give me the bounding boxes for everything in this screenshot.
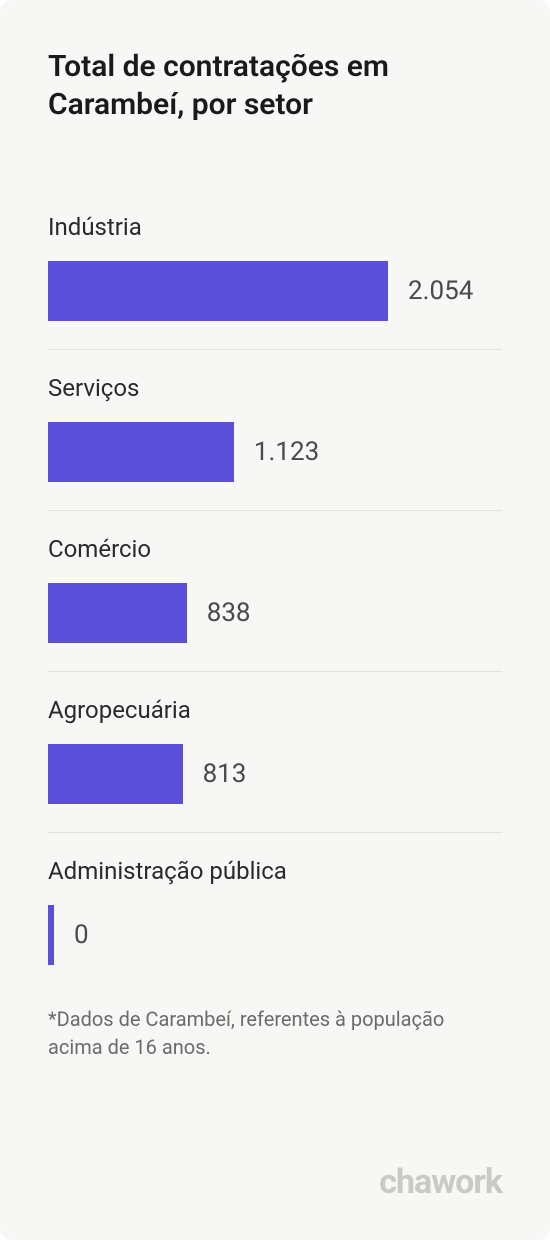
chart-card: Total de contratações em Carambeí, por s… [0, 0, 550, 1240]
chart-row: Administração pública 0 [48, 857, 502, 993]
bar-value: 2.054 [408, 276, 473, 306]
row-label: Administração pública [48, 857, 502, 885]
bar [48, 422, 234, 482]
bar-line: 838 [48, 583, 502, 643]
chart-row: Comércio 838 [48, 535, 502, 672]
bar-line: 813 [48, 744, 502, 804]
chart-row: Indústria 2.054 [48, 213, 502, 350]
row-label: Comércio [48, 535, 502, 563]
chart-row: Serviços 1.123 [48, 374, 502, 511]
brand-logo: chawork [379, 1162, 502, 1202]
bar [48, 261, 388, 321]
chart-row: Agropecuária 813 [48, 696, 502, 833]
bar [48, 744, 183, 804]
bar-value: 0 [74, 920, 89, 950]
chart-rows: Indústria 2.054 Serviços 1.123 Comércio … [48, 213, 502, 993]
row-label: Agropecuária [48, 696, 502, 724]
bar-line: 0 [48, 905, 502, 965]
row-label: Indústria [48, 213, 502, 241]
chart-footnote: *Dados de Carambeí, referentes à populaç… [48, 1005, 502, 1061]
row-label: Serviços [48, 374, 502, 402]
bar-line: 2.054 [48, 261, 502, 321]
bar [48, 583, 187, 643]
chart-title: Total de contratações em Carambeí, por s… [48, 48, 502, 123]
bar-line: 1.123 [48, 422, 502, 482]
bar [48, 905, 54, 965]
bar-value: 1.123 [254, 437, 319, 467]
bar-value: 813 [203, 759, 247, 789]
bar-value: 838 [207, 598, 251, 628]
